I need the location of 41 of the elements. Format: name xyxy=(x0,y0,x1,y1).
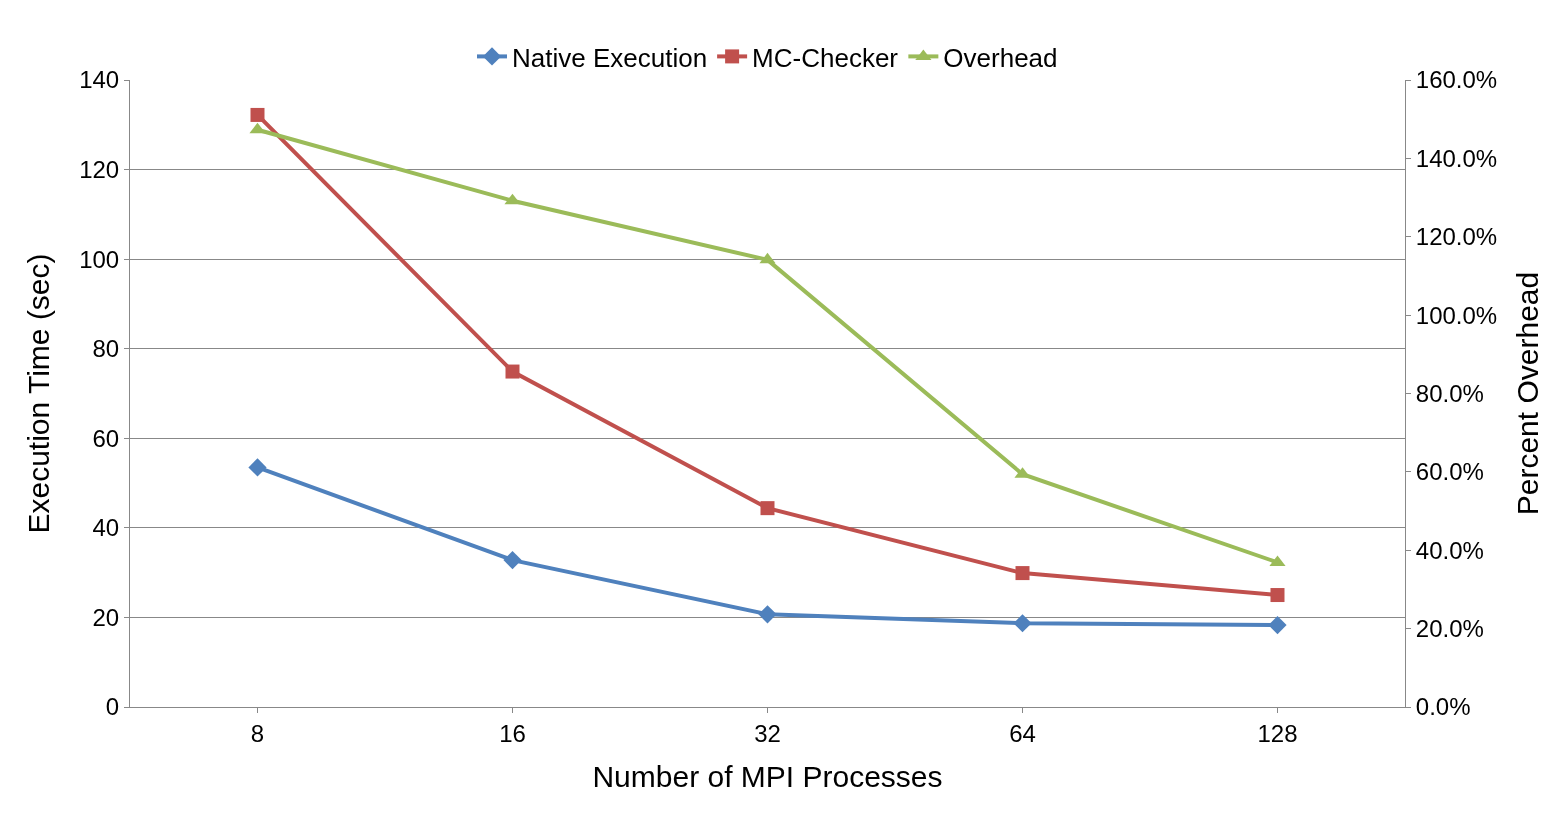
y-tick-label: 0 xyxy=(105,693,120,721)
x-tick-label: 8 xyxy=(250,719,265,747)
y2-tick-label: 40.0% xyxy=(1415,536,1484,564)
point xyxy=(760,501,775,516)
y2-tick-label: 0.0% xyxy=(1415,693,1471,721)
x-tick-label: 16 xyxy=(499,719,526,747)
point xyxy=(1015,566,1030,581)
point xyxy=(250,107,265,122)
y-tick-label: 120 xyxy=(79,155,120,183)
y2-tick-label: 80.0% xyxy=(1415,379,1484,407)
y2-tick-label: 160.0% xyxy=(1415,66,1498,94)
y-tick-label: 20 xyxy=(92,603,120,631)
y-tick-label: 80 xyxy=(92,335,120,363)
point xyxy=(1013,614,1032,633)
point xyxy=(759,252,776,264)
y-tick-label: 40 xyxy=(92,514,120,542)
y-tick-label: 60 xyxy=(92,424,120,452)
point xyxy=(504,193,521,205)
y2-tick-label: 120.0% xyxy=(1415,223,1498,251)
y2-tick-label: 20.0% xyxy=(1415,615,1484,643)
legend-label: Native Execution xyxy=(512,42,708,73)
point xyxy=(249,122,266,134)
y2-axis-title: Percent Overhead xyxy=(1510,271,1544,516)
x-tick-label: 64 xyxy=(1009,719,1036,747)
legend-label: MC-Checker xyxy=(752,42,899,73)
point xyxy=(248,458,267,477)
y2-tick-label: 100.0% xyxy=(1415,301,1498,329)
point xyxy=(1268,615,1287,635)
x-axis-title: Number of MPI Processes xyxy=(592,760,943,794)
y-axis-title: Execution Time (sec) xyxy=(22,253,56,534)
y-tick-label: 140 xyxy=(79,66,120,94)
x-tick-label: 32 xyxy=(754,719,781,747)
point xyxy=(1270,588,1285,603)
y2-tick-label: 140.0% xyxy=(1415,144,1498,172)
legend-label: Overhead xyxy=(943,42,1058,73)
point xyxy=(503,551,522,570)
y-tick-label: 100 xyxy=(79,245,120,273)
point xyxy=(758,605,777,624)
y2-tick-label: 60.0% xyxy=(1415,458,1484,486)
x-tick-label: 128 xyxy=(1257,719,1298,747)
point xyxy=(505,364,520,379)
